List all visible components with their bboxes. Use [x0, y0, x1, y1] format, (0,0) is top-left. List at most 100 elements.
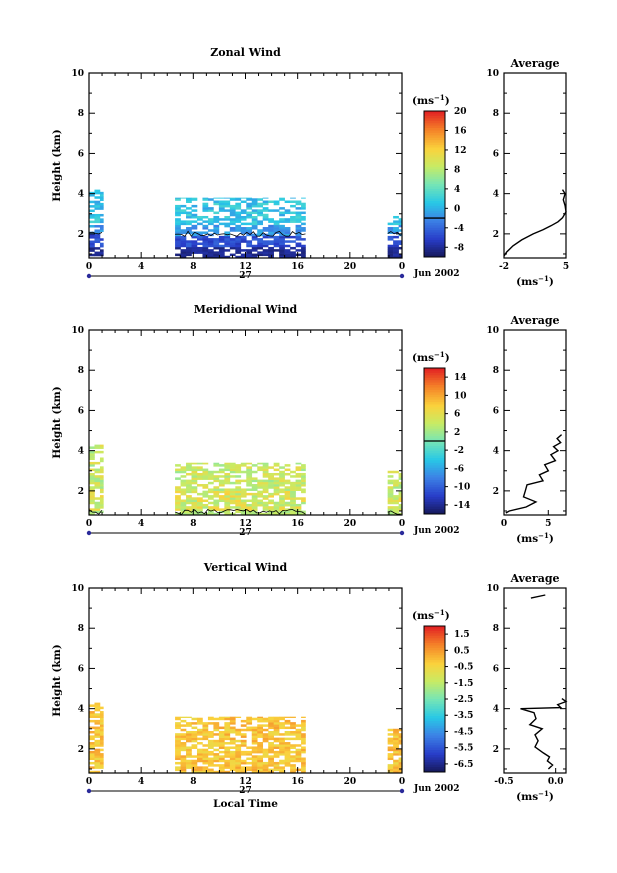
heatmap-cell: [99, 251, 104, 255]
colorbar-segment: [424, 149, 445, 153]
heatmap-cell: [224, 204, 231, 208]
heatmap-cell: [279, 218, 285, 221]
heatmap-cell: [257, 222, 264, 226]
x-tick-label: 12: [239, 519, 252, 529]
heatmap-cell: [94, 503, 101, 507]
x-tick-label: 0: [86, 777, 92, 787]
heatmap-cell: [284, 249, 291, 252]
heatmap-cell: [246, 240, 253, 243]
heatmap-cell: [207, 253, 214, 257]
heatmap-cell: [262, 242, 269, 246]
heatmap-cell: [186, 506, 192, 509]
heatmap-cell: [290, 215, 296, 219]
heatmap-cell: [99, 717, 104, 721]
x-tick-label: 16: [291, 777, 304, 787]
heatmap-cell: [196, 242, 203, 246]
heatmap-cell: [240, 253, 247, 257]
heatmap-cell: [89, 450, 95, 454]
heatmap-cell: [175, 506, 181, 509]
heatmap-cell: [246, 508, 253, 511]
heatmap-cell: [295, 472, 302, 476]
heatmap-cell: [262, 468, 269, 472]
heatmap-cell: [186, 761, 192, 765]
heatmap-cell: [202, 244, 209, 248]
heatmap-cell: [186, 724, 192, 727]
heatmap-cell: [279, 750, 285, 754]
profile-frame: [503, 72, 567, 259]
heatmap-cell: [175, 197, 181, 199]
heatmap-cell: [175, 235, 181, 239]
heatmap-cell: [387, 492, 394, 496]
heatmap-cell: [218, 238, 225, 241]
y-tick-label: 10: [71, 584, 84, 594]
heatmap-cell: [224, 481, 231, 485]
heatmap-cell: [94, 444, 101, 447]
heatmap-cell: [224, 466, 231, 469]
heatmap-cell: [229, 218, 236, 221]
heatmap-cell: [218, 717, 225, 721]
heatmap-cell: [295, 488, 302, 491]
heatmap-cell: [218, 499, 225, 503]
heatmap-cell: [268, 253, 274, 257]
heatmap-cell: [218, 235, 225, 239]
heatmap-cell: [191, 233, 198, 237]
colorbar-segment: [424, 640, 445, 644]
heatmap-cell: [240, 768, 247, 772]
heatmap-cell: [301, 724, 306, 727]
heatmap-cell: [295, 233, 302, 237]
heatmap-cell: [279, 227, 285, 230]
heatmap-cell: [387, 486, 394, 489]
heatmap-cell: [235, 242, 242, 246]
heatmap-cell: [180, 508, 187, 511]
heatmap-cell: [398, 764, 403, 767]
heatmap-cell: [387, 506, 394, 509]
colorbar-segment: [424, 455, 445, 459]
heatmap-cell: [191, 722, 198, 725]
heatmap-cell: [246, 213, 253, 217]
heatmap-cell: [240, 200, 247, 204]
heatmap-cell: [180, 716, 187, 719]
y-tick-label: 4: [78, 190, 84, 200]
heatmap-cell: [290, 499, 296, 503]
heatmap-cell: [257, 503, 264, 507]
heatmap-cell: [213, 748, 220, 752]
colorbar-segment: [424, 254, 445, 258]
heatmap-cell: [235, 211, 242, 215]
heatmap-cell: [290, 484, 296, 487]
colorbar-segment: [424, 436, 445, 440]
heatmap-cell: [235, 510, 242, 514]
heatmap-cell: [186, 207, 192, 210]
colorbar-segment: [424, 188, 445, 192]
heatmap-cell: [240, 222, 247, 226]
heatmap-cell: [284, 503, 291, 507]
heatmap-cell: [235, 716, 242, 719]
heatmap-cell: [224, 748, 231, 752]
heatmap-cell: [229, 253, 236, 257]
heatmap-cell: [290, 220, 296, 223]
heatmap-cell: [257, 481, 264, 485]
heatmap-cell: [246, 255, 253, 259]
profile-title: Average: [509, 314, 559, 327]
x-tick-label: 0: [399, 777, 405, 787]
heatmap-cell: [202, 472, 209, 476]
heatmap-cell: [246, 484, 253, 487]
heatmap-cell: [89, 492, 95, 496]
heatmap-cell: [207, 730, 214, 734]
heatmap-cell: [235, 499, 242, 503]
colorbar-tick-label: -2: [454, 446, 464, 456]
heatmap-cell: [295, 475, 302, 478]
heatmap-cell: [224, 495, 231, 498]
heatmap-cell: [240, 501, 247, 505]
heatmap-cell: [224, 242, 231, 246]
heatmap-cell: [387, 748, 394, 752]
heatmap-cell: [94, 761, 101, 765]
heatmap-cell: [94, 704, 101, 707]
heatmap-cell: [295, 242, 302, 246]
heatmap-cell: [273, 235, 280, 239]
heatmap-cell: [89, 236, 95, 239]
colorbar-segment: [424, 181, 445, 185]
heatmap-cell: [246, 466, 253, 469]
heatmap-cell: [224, 468, 231, 472]
heatmap-cell: [180, 204, 187, 208]
heatmap-cell: [279, 744, 285, 747]
